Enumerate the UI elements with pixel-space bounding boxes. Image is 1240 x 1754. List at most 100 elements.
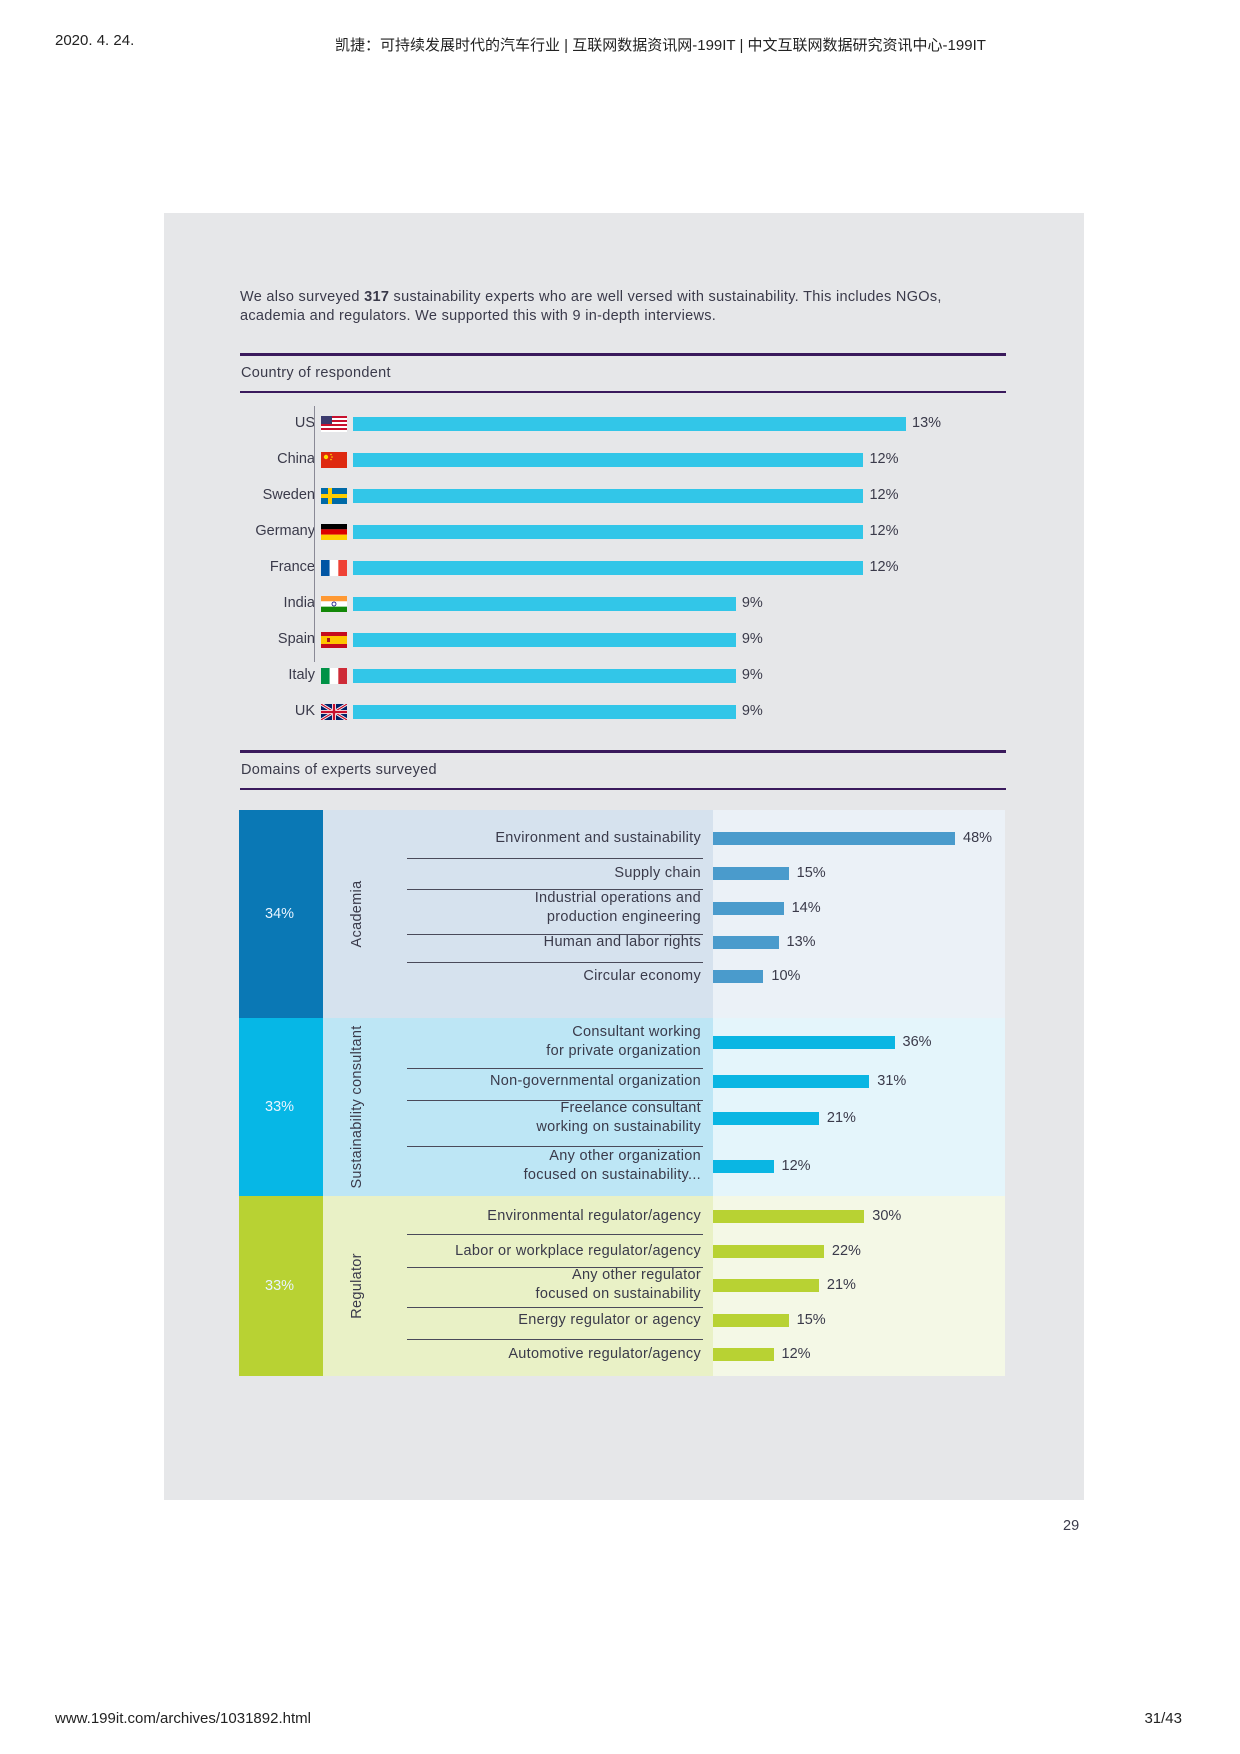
group-label-column: Academia [323,810,713,1018]
country-row: France 12% [240,550,1010,586]
domain-value-label: 15% [796,865,826,881]
france-flag-icon [321,560,347,576]
group-share-label: 33% [265,1278,295,1294]
domain-label: Any other regulator focused on sustainabi… [536,1266,702,1304]
country-value-label: 9% [741,595,763,611]
china-flag-icon [321,452,347,468]
domain-group-regulator: 33% Regulator Environmental regulator/agen… [239,1196,1005,1376]
row-divider [407,1234,703,1235]
uk-flag-icon [320,702,348,722]
row-divider [407,934,703,935]
country-bar [353,633,736,647]
domain-value-label: 36% [902,1034,932,1050]
country-value-label: 12% [869,451,899,467]
domain-bar [713,1279,819,1292]
row-divider [407,1339,703,1340]
country-label: Italy [288,667,315,683]
domain-bar [713,1348,774,1361]
domain-bar [713,1036,895,1049]
group-name-regulator: Regulator [349,1253,365,1319]
domain-bar [713,832,955,845]
country-bar [353,489,864,503]
domain-bar [713,867,789,880]
group-share-label: 34% [265,906,295,922]
country-section-title: Country of respondent [241,365,391,381]
domain-bar [713,902,784,915]
domain-label-line: focused on sustainability [535,1286,701,1302]
group-label-column: Sustainability consultant [323,1018,713,1196]
domain-label-line: Industrial operations and [534,890,701,906]
domains-chart: 34% Academia Environment and sustainabilit… [239,810,1005,1422]
country-row: US 13% [240,406,1010,442]
country-bar [353,453,864,467]
intro-count: 317 [364,289,390,305]
country-value-label: 12% [869,487,899,503]
print-footer-url: www.199it.com/archives/1031892.html [55,1710,311,1727]
domain-label-line: Any other regulator [571,1267,701,1283]
group-name-academia: Academia [349,880,365,948]
country-label: India [283,595,315,611]
domain-label: Environmental regulator/agency [487,1207,701,1226]
domain-label: Labor or workplace regulator/agency [455,1242,701,1261]
domain-label: Non-governmental organization [490,1072,701,1091]
domain-bar [713,936,779,949]
domain-label-line: for private organization [546,1043,701,1059]
country-bar [353,417,906,431]
domain-label-line: Environmental regulator/agency [487,1207,701,1224]
country-value-label: 12% [869,523,899,539]
domain-label-line: production engineering [546,909,701,925]
country-label: UK [294,703,315,719]
group-share-consultant: 33% [239,1018,323,1196]
domain-bar [713,1112,819,1125]
domain-label: Any other organization focused on sustain… [524,1147,701,1185]
domain-bar [713,1160,774,1173]
domain-label: Environment and sustainability [495,829,701,848]
country-label: US [294,415,315,431]
divider [240,353,1006,356]
country-row: UK 9% [240,694,1010,730]
intro-before: We also surveyed [240,289,365,305]
domain-label-line: Energy regulator or agency [518,1311,701,1328]
domain-label: Human and labor rights [544,933,701,952]
country-value-label: 9% [741,703,763,719]
domain-label: Freelance consultant working on sustainab… [536,1099,701,1137]
divider [240,750,1006,753]
row-divider [407,1267,703,1268]
country-bar [353,669,736,683]
domain-label-line: Supply chain [614,864,701,881]
domain-label-line: focused on sustainability... [523,1167,701,1183]
domain-bar [713,970,764,983]
domain-value-label: 12% [781,1158,811,1174]
india-flag-icon [321,596,347,612]
country-value-label: 13% [912,415,942,431]
intro-after: sustainability experts who are well vers… [240,289,942,324]
country-label: France [269,559,315,575]
domain-group-academia: 34% Academia Environment and sustainabilit… [239,810,1005,1018]
domain-value-label: 12% [781,1346,811,1362]
domain-bar [713,1210,865,1223]
country-bar [353,525,864,539]
group-share-academia: 34% [239,810,323,1018]
print-header-title: 凯捷：可持续发展时代的汽车行业 | 互联网数据资讯网-199IT | 中文互联网… [335,37,986,54]
us-flag-icon [321,416,347,432]
country-label: Sweden [262,487,315,503]
print-footer-pages: 31/43 [1144,1710,1182,1727]
row-divider [407,1146,703,1147]
domain-value-label: 15% [796,1312,826,1328]
divider [240,788,1006,790]
spain-flag-icon [321,632,347,648]
country-value-label: 9% [741,631,763,647]
italy-flag-icon [321,668,347,684]
domain-label-line: Human and labor rights [543,933,701,950]
country-bar [353,561,864,575]
intro-text: We also surveyed 317 sustainability expe… [240,288,970,326]
domain-label-line: Labor or workplace regulator/agency [455,1242,701,1259]
domain-label-line: Environment and sustainability [495,829,701,846]
country-row: Spain 9% [240,622,1010,658]
domain-value-label: 21% [826,1110,856,1126]
domain-label-line: Any other organization [549,1148,701,1164]
group-share-label: 33% [265,1099,295,1115]
germany-flag-icon [321,524,347,540]
domain-bar [713,1314,789,1327]
page-number: 29 [1063,1518,1080,1534]
